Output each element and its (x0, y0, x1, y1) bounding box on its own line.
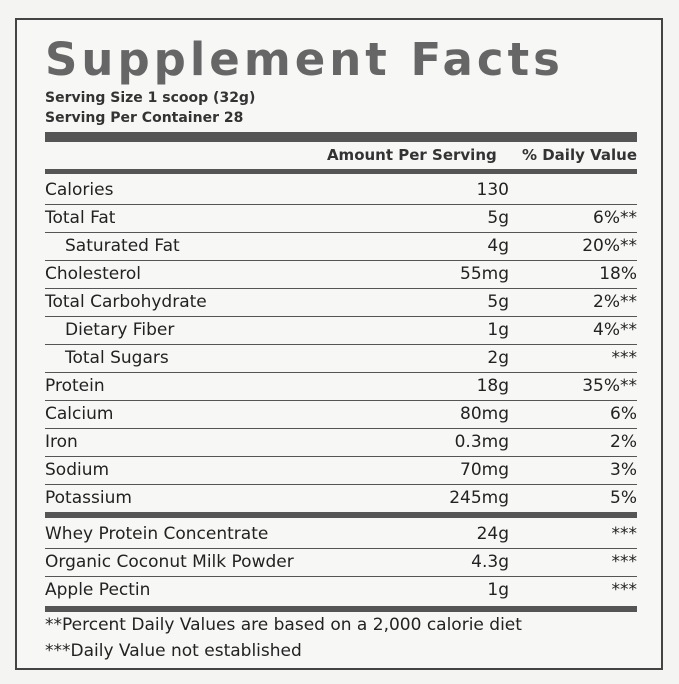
daily-value: 2% (610, 432, 637, 452)
name: Sodium (45, 460, 110, 480)
amount: 1g (487, 580, 509, 600)
daily-value: 6%** (593, 208, 637, 228)
amount: 130 (476, 180, 509, 200)
daily-value: 2%** (593, 292, 637, 312)
amount: 24g (476, 524, 509, 544)
nutrient-row: Cholesterol 55mg 18% (45, 260, 637, 289)
column-header: Amount Per Serving % Daily Value (307, 146, 637, 164)
amount: 245mg (449, 488, 509, 508)
daily-value: 5% (610, 488, 637, 508)
ingredient-divider (45, 512, 637, 518)
nutrient-row: Total Sugars 2g *** (45, 344, 637, 373)
daily-value: *** (611, 524, 638, 544)
nutrient-row: Iron 0.3mg 2% (45, 428, 637, 457)
amount-header: Amount Per Serving (326, 146, 497, 164)
nutrient-row: Total Fat 5g 6%** (45, 204, 637, 233)
name: Iron (45, 432, 78, 452)
nutrient-row: Sodium 70mg 3% (45, 456, 637, 485)
nutrient-row: Calories 130 (45, 176, 637, 205)
name: Calories (45, 180, 114, 200)
ingredient-row: Whey Protein Concentrate 24g *** (45, 520, 637, 549)
daily-value: 6% (610, 404, 637, 424)
daily-value: *** (611, 580, 638, 600)
footnote-divider (45, 606, 637, 612)
daily-value: 4%** (593, 320, 637, 340)
servings-per-container: Serving Per Container 28 (45, 110, 244, 126)
nutrient-row: Total Carbohydrate 5g 2%** (45, 288, 637, 317)
name: Calcium (45, 404, 114, 424)
amount: 5g (487, 292, 509, 312)
amount: 0.3mg (454, 432, 509, 452)
daily-value: *** (611, 348, 638, 368)
daily-value-header: % Daily Value (521, 146, 637, 164)
daily-value: 35%** (582, 376, 637, 396)
amount: 4.3g (471, 552, 509, 572)
amount: 80mg (460, 404, 509, 424)
nutrient-row: Calcium 80mg 6% (45, 400, 637, 429)
nutrient-row: Saturated Fat 4g 20%** (45, 232, 637, 261)
name: Saturated Fat (65, 236, 180, 256)
amount: 2g (487, 348, 509, 368)
header-divider (45, 169, 637, 174)
name: Cholesterol (45, 264, 141, 284)
name: Potassium (45, 488, 132, 508)
name: Whey Protein Concentrate (45, 524, 269, 544)
amount: 5g (487, 208, 509, 228)
nutrient-row: Protein 18g 35%** (45, 372, 637, 401)
daily-value: 18% (599, 264, 637, 284)
name: Apple Pectin (45, 580, 151, 600)
serving-size: Serving Size 1 scoop (32g) (45, 90, 256, 106)
amount: 55mg (460, 264, 509, 284)
daily-value: 3% (610, 460, 637, 480)
label-title: Supplement Facts (45, 33, 564, 86)
amount: 4g (487, 236, 509, 256)
amount: 70mg (460, 460, 509, 480)
thick-divider (45, 132, 637, 142)
ingredient-row: Apple Pectin 1g *** (45, 576, 637, 604)
nutrient-row: Potassium 245mg 5% (45, 484, 637, 512)
amount: 1g (487, 320, 509, 340)
name: Organic Coconut Milk Powder (45, 552, 294, 572)
name: Dietary Fiber (65, 320, 175, 340)
amount: 18g (476, 376, 509, 396)
daily-value: *** (611, 552, 638, 572)
footnote-daily-values: **Percent Daily Values are based on a 2,… (45, 615, 522, 635)
name: Total Fat (45, 208, 116, 228)
ingredient-row: Organic Coconut Milk Powder 4.3g *** (45, 548, 637, 577)
name: Total Sugars (65, 348, 169, 368)
daily-value: 20%** (582, 236, 637, 256)
name: Total Carbohydrate (45, 292, 207, 312)
name: Protein (45, 376, 105, 396)
supplement-facts-label: Supplement Facts Serving Size 1 scoop (3… (15, 18, 663, 670)
nutrient-row: Dietary Fiber 1g 4%** (45, 316, 637, 345)
footnote-not-established: ***Daily Value not established (45, 641, 302, 661)
